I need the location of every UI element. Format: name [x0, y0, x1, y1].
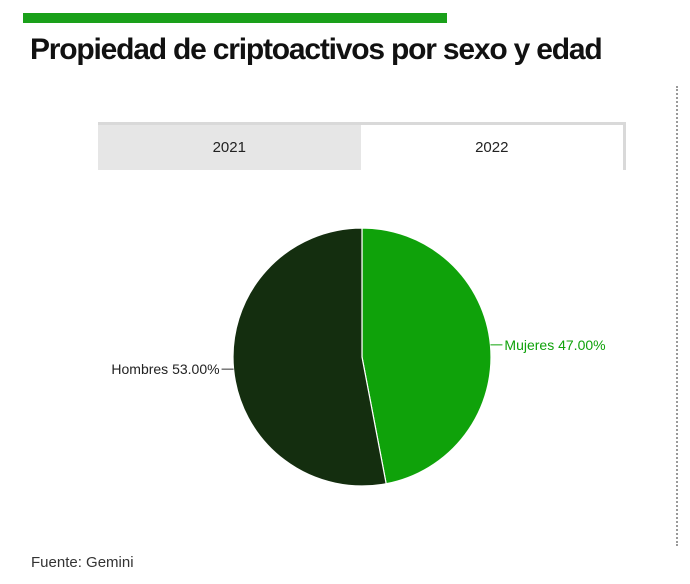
- accent-bar: [23, 13, 447, 23]
- source-note: Fuente: Gemini: [31, 554, 134, 571]
- tab-2021[interactable]: 2021: [212, 139, 246, 156]
- chart-title: Propiedad de criptoactivos por sexo y ed…: [30, 33, 603, 66]
- year-tabs: 2021 2022: [98, 122, 626, 170]
- slice-label-1: Hombres 53.00%: [111, 361, 219, 377]
- slice-label-0: Mujeres 47.00%: [504, 337, 605, 353]
- pie-slice-0[interactable]: [361, 227, 492, 485]
- dotted-divider: [676, 86, 678, 546]
- tab-2022[interactable]: 2022: [360, 125, 623, 170]
